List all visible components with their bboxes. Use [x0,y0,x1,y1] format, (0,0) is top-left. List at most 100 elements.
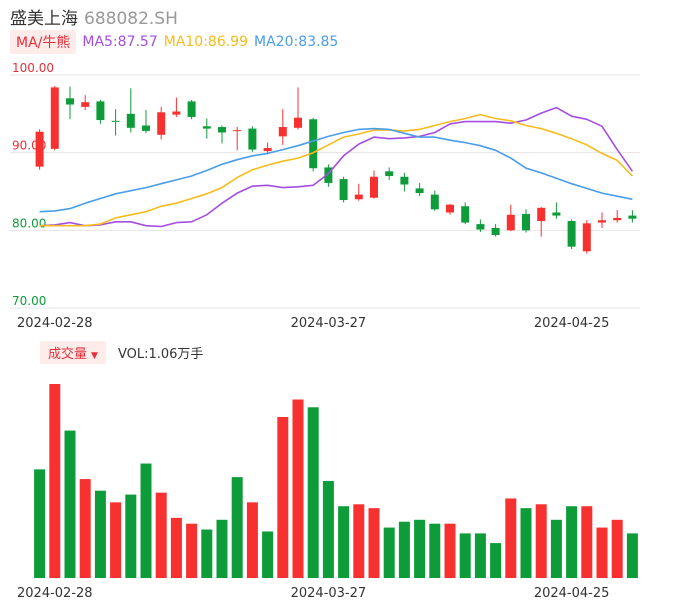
ma10-legend: MA10:86.99 [163,34,249,50]
candle-body [35,131,44,167]
candle-body [324,167,333,183]
volume-bar [474,533,486,578]
volume-bar [94,490,106,578]
volume-indicator-selector[interactable]: 成交量 ▼ [40,340,106,364]
volume-bar [64,430,76,578]
volume-x-tick-label: 2024-04-25 [534,586,610,601]
volume-bar [155,492,167,578]
volume-bar [246,502,258,578]
volume-bar [79,479,91,578]
candle-body [111,120,120,122]
volume-bar [140,463,152,578]
candle-body [66,98,74,105]
candle-body [370,176,378,198]
price-axis-tick-label: 80.00 [12,216,46,230]
volume-bar [125,494,137,578]
ma5-line [39,106,634,228]
volume-bar [581,506,593,578]
volume-bar [307,407,319,578]
candle-body [202,126,211,129]
candle-body [430,194,439,210]
candle-body [400,176,409,185]
candle-body [263,148,272,152]
volume-bar [186,523,198,578]
candle-body [628,215,637,219]
candle-body [354,194,363,200]
candle-body [552,212,561,216]
ma20-line [39,127,633,213]
ma-type-selector[interactable]: MA/牛熊 [10,30,77,54]
volume-bar [535,504,547,578]
caret-down-icon: ▼ [91,350,98,361]
price-x-tick-label: 2024-04-25 [534,316,610,331]
price-axis-tick-label: 70.00 [12,294,46,308]
price-x-tick-label: 2024-02-28 [17,316,93,331]
volume-bar [231,477,243,578]
volume-bar [292,399,304,578]
volume-bar [383,527,395,578]
candle-body [476,224,485,230]
candle-body [506,214,515,231]
volume-bar [170,517,182,578]
volume-bar [505,498,517,578]
candle-body [187,101,196,117]
volume-button-label: 成交量 [48,346,88,362]
candle-body [233,130,242,132]
candle-body [309,119,318,169]
candle-body [157,112,166,135]
volume-bar [338,506,350,578]
candle-body [339,179,348,201]
candle-body [50,87,59,149]
volume-bar [626,533,638,578]
candle-body [278,127,287,137]
candle-body [294,117,302,128]
candle-body [461,206,470,223]
candle-body [172,111,181,115]
candle-body [567,221,576,247]
volume-bar [414,519,426,578]
candle-body [142,125,150,131]
candle-body [218,127,226,133]
volume-bar [201,529,213,578]
volume-bar [110,502,122,578]
candle-body [491,228,500,235]
ma5-legend: MA5:87.57 [82,34,158,50]
candle-body [522,214,530,231]
candle-body [126,113,135,128]
volume-value: VOL:1.06万手 [117,346,204,362]
stock-name: 盛美上海 [10,9,78,29]
candle-body [598,220,606,223]
volume-bar [550,519,562,578]
volume-x-tick-label: 2024-02-28 [17,586,93,601]
stock-code: 688082.SH [84,9,178,29]
volume-bar [596,527,608,578]
ma10-line [39,113,633,227]
ma-legend: MA/牛熊 MA5:87.57 MA10:86.99 MA20:83.85 [10,30,338,54]
candle-body [446,204,454,213]
candle-body [613,217,622,221]
candle-body [582,223,591,252]
price-axis-tick-label: 100.00 [12,61,54,75]
candle-body [96,101,105,121]
volume-legend: 成交量 ▼ VOL:1.06万手 [40,340,204,364]
volume-bar [262,531,274,578]
candle-body [81,102,90,107]
volume-bar [34,469,46,578]
stock-title: 盛美上海 688082.SH [10,4,178,29]
candle-body [537,207,546,222]
volume-bar [459,533,471,578]
volume-bar [277,416,289,578]
volume-bar [611,519,623,578]
volume-x-tick-label: 2024-03-27 [291,586,367,601]
price-x-tick-label: 2024-03-27 [291,316,367,331]
volume-bar [566,506,578,578]
volume-bar [520,508,532,578]
volume-bar [49,384,61,578]
volume-bar [353,504,365,578]
candle-body [415,188,424,194]
ma20-legend: MA20:83.85 [254,34,339,50]
candle-body [248,128,257,150]
candle-body [385,171,394,176]
volume-bar [398,521,410,578]
